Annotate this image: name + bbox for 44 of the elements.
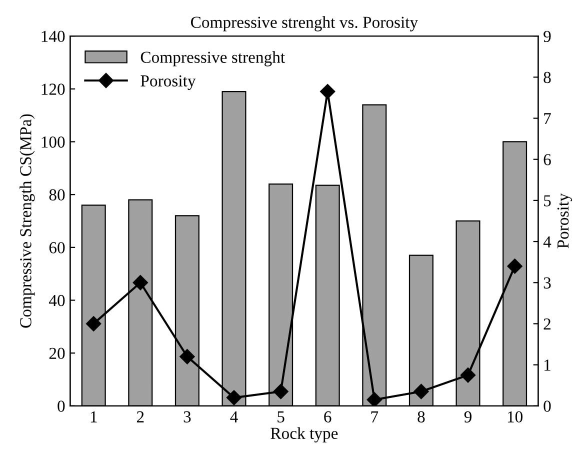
y-axis-title: Compressive Strength CS(MPa) <box>20 114 35 328</box>
point <box>460 368 476 383</box>
y2-tick-label: 7 <box>544 113 551 124</box>
y-tick-label: 20 <box>49 348 65 360</box>
point <box>180 349 195 364</box>
x-tick-label: 9 <box>464 411 472 422</box>
y-tick-label: 80 <box>49 189 65 201</box>
x-tick-label: 6 <box>324 411 332 422</box>
x-tick-label: 8 <box>418 411 425 422</box>
y-tick-label: 100 <box>42 136 65 148</box>
x-tick-label: 4 <box>230 411 238 422</box>
point <box>507 258 522 274</box>
x-tick-label: 10 <box>508 411 522 422</box>
y2-tick-label: 5 <box>544 195 551 206</box>
x-tick-label: 5 <box>278 411 284 422</box>
x-tick-label: 2 <box>136 411 144 422</box>
x-axis-title: Rock type <box>270 427 338 442</box>
y-tick-label: 0 <box>58 400 65 412</box>
point <box>226 390 242 406</box>
y2-axis-title: Porosity <box>557 193 572 248</box>
point <box>132 275 148 290</box>
legend-label: Compressive strenght <box>140 51 285 66</box>
y2-tick-label: 0 <box>544 400 551 412</box>
y2-tick-label: 2 <box>544 318 550 330</box>
y2-tick-label: 3 <box>544 277 551 289</box>
y2-tick-label: 6 <box>544 154 551 166</box>
point <box>273 384 288 400</box>
y2-tick-label: 8 <box>544 72 551 84</box>
point <box>320 84 336 100</box>
point <box>414 384 429 400</box>
y2-tick-label: 9 <box>544 30 551 42</box>
x-tick-label: 1 <box>90 411 97 422</box>
y-tick-label: 60 <box>49 242 65 254</box>
point <box>86 316 102 332</box>
legend-label: Porosity <box>140 75 196 90</box>
y-tick-label: 40 <box>49 294 65 306</box>
y-tick-label: 140 <box>42 30 65 42</box>
y-tick-label: 120 <box>42 84 65 95</box>
x-tick-label: 7 <box>371 411 378 422</box>
y2-tick-label: 4 <box>543 236 552 248</box>
y2-tick-label: 1 <box>544 360 550 371</box>
x-tick-label: 3 <box>184 411 191 422</box>
point <box>366 392 382 406</box>
chart-title: Compressive strenght vs. Porosity <box>190 16 418 32</box>
